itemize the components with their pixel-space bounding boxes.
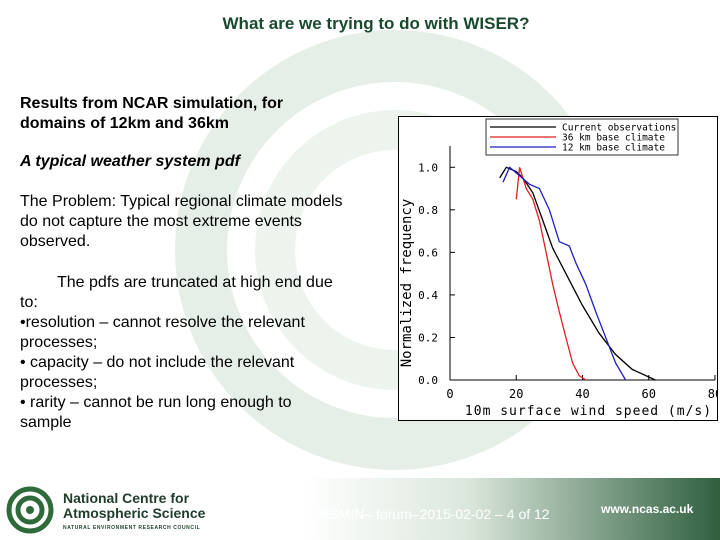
pdf-heading: A typical weather system pdf <box>20 153 240 170</box>
series-line-1 <box>499 166 656 381</box>
bullet-capacity: • capacity – do not include the relevant <box>20 354 295 371</box>
ncas-logo-icon <box>6 486 54 534</box>
problem-line-1: The Problem: Typical regional climate mo… <box>20 193 343 210</box>
org-name-line-2: Atmospheric Science <box>63 505 206 521</box>
x-tick-label: 40 <box>575 387 589 401</box>
slide-title: What are we trying to do with WISER? <box>222 14 530 33</box>
y-tick-label: 0.6 <box>418 246 438 259</box>
org-subtitle: NATURAL ENVIRONMENT RESEARCH COUNCIL <box>63 525 201 531</box>
y-tick-label: 0.0 <box>418 374 438 387</box>
y-axis-label: Normalized frequency <box>399 199 415 368</box>
x-tick-label: 0 <box>446 387 453 401</box>
truncated-line-1: The pdfs are truncated at high end due <box>57 274 333 291</box>
y-tick-label: 0.2 <box>418 331 438 344</box>
results-heading: Results from NCAR simulation, for domain… <box>20 94 283 134</box>
slide-footer-text: JASMIN– forum–2015-02-02 – 4 of 12 <box>313 506 550 522</box>
x-tick-label: 80 <box>708 387 718 401</box>
truncated-paragraph: The pdfs are truncated at high end due t… <box>20 273 333 433</box>
problem-line-3: observed. <box>20 233 91 250</box>
series-line-2 <box>515 167 587 381</box>
bullet-rarity: • rarity – cannot be run long enough to <box>20 394 292 411</box>
results-heading-line-1: Results from NCAR simulation, for <box>20 95 284 112</box>
y-tick-label: 1.0 <box>418 161 438 174</box>
x-tick-label: 60 <box>642 387 656 401</box>
bullet-resolution: •resolution – cannot resolve the relevan… <box>20 314 305 331</box>
bullet-rarity-cont: sample <box>20 414 72 431</box>
legend-entry: 12 km base climate <box>562 143 665 154</box>
footer-bar <box>0 478 720 540</box>
series-line-3 <box>502 166 627 381</box>
y-tick-label: 0.4 <box>418 289 438 302</box>
y-tick-label: 0.8 <box>418 204 438 217</box>
truncated-line-2: to: <box>20 294 38 311</box>
website-link[interactable]: www.ncas.ac.uk <box>601 502 694 516</box>
problem-paragraph: The Problem: Typical regional climate mo… <box>20 192 343 252</box>
results-heading-line-2: domains of 12km and 36km <box>20 115 229 132</box>
bullet-capacity-cont: processes; <box>20 374 98 391</box>
bullet-resolution-cont: processes; <box>20 334 98 351</box>
wind-speed-pdf-chart: 0.0 0.2 0.4 0.6 0.8 1.0 0 20 40 60 80 10m surface w… <box>398 116 718 421</box>
x-tick-label: 20 <box>509 387 523 401</box>
legend-entry: Current observations <box>562 123 676 134</box>
problem-line-2: do not capture the most extreme events <box>20 213 302 230</box>
chart-frame <box>398 116 718 421</box>
org-name-line-1: National Centre for <box>63 490 190 506</box>
x-axis-label: 10m surface wind speed (m/s) <box>465 404 712 419</box>
org-name: National Centre for Atmospheric Science <box>63 491 205 521</box>
legend-entry: 36 km base climate <box>562 133 665 144</box>
